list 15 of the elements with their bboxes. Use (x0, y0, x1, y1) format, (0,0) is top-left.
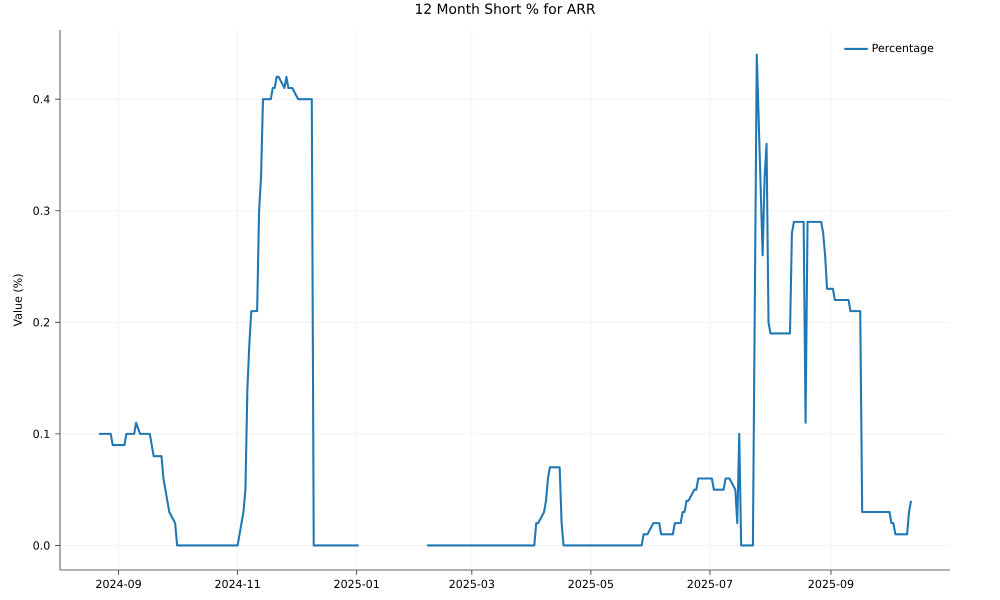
y-axis-title: Value (%) (13, 274, 24, 326)
x-tick-label: 2025-03 (450, 580, 494, 588)
x-tick-label: 2025-01 (334, 580, 379, 588)
x-tick-label: 2024-11 (215, 580, 260, 588)
y-tick-label: 0.3 (33, 206, 50, 215)
y-tick-label: 0.0 (33, 541, 50, 550)
y-tick-label: 0.4 (33, 94, 50, 104)
x-tick-label: 2025-07 (688, 580, 732, 588)
chart-title: 12 Month Short % for ARR (416, 3, 596, 14)
x-tick-label: 2024-09 (96, 580, 141, 588)
y-tick-label: 0.2 (33, 318, 50, 326)
x-tick-label: 2025-05 (568, 580, 614, 588)
x-tick-label: 2025-09 (808, 580, 854, 588)
legend-label: Percentage (872, 44, 934, 54)
y-tick-label: 0.1 (33, 430, 50, 438)
